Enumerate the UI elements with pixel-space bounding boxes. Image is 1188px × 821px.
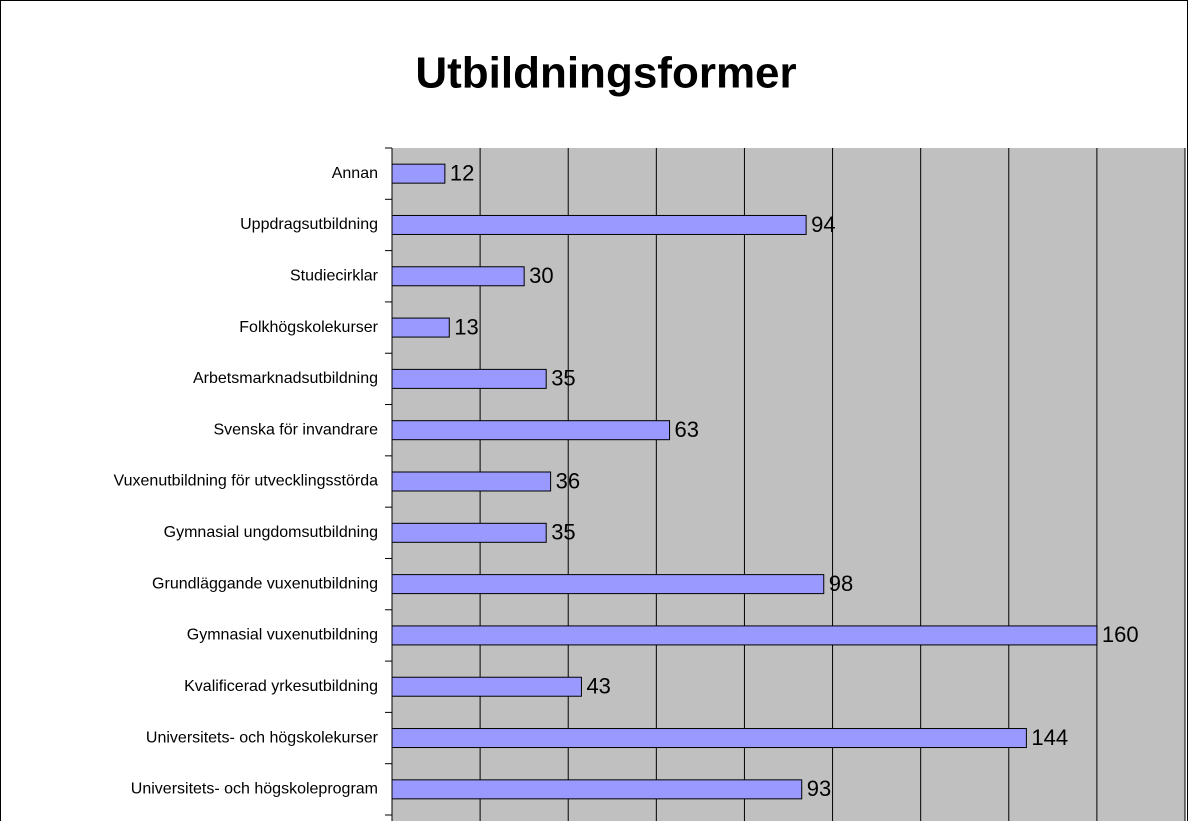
bar (391, 728, 1027, 749)
data-label: 160 (1102, 622, 1139, 647)
bar (391, 779, 803, 800)
y-tick-label: Uppdragsutbildning (240, 216, 378, 233)
data-label: 36 (556, 468, 580, 493)
bar (391, 317, 450, 338)
data-label: 98 (829, 571, 853, 596)
y-tick-label: Studiecirklar (290, 267, 379, 284)
y-tick-label: Grundläggande vuxenutbildning (152, 575, 378, 592)
bar (391, 266, 525, 287)
data-label: 35 (551, 366, 575, 391)
y-tick-label: Svenska för invandrare (213, 421, 378, 438)
y-tick-label: Arbetsmarknadsutbildning (193, 370, 378, 387)
bar (391, 574, 825, 595)
y-tick-label: Gymnasial ungdomsutbildning (164, 524, 378, 541)
y-tick-label: Gymnasial vuxenutbildning (187, 627, 378, 644)
data-label: 30 (529, 263, 553, 288)
bar (391, 625, 1098, 646)
data-label: 94 (811, 212, 835, 237)
bar (391, 522, 547, 543)
bar (391, 214, 807, 235)
bar (391, 676, 582, 697)
bar (391, 368, 547, 389)
data-label: 12 (450, 160, 474, 185)
y-tick-label: Annan (332, 165, 378, 182)
data-label: 43 (586, 674, 610, 699)
y-tick-label: Kvalificerad yrkesutbildning (184, 678, 378, 695)
data-label: 63 (675, 417, 699, 442)
y-tick-label: Vuxenutbildning för utvecklingsstörda (114, 473, 379, 490)
data-label: 13 (454, 314, 478, 339)
bar (391, 163, 446, 184)
bar (391, 420, 671, 441)
chart-title: Utbildningsformer (415, 49, 796, 98)
y-tick-label: Universitets- och högskoleprogram (131, 781, 378, 798)
data-label: 35 (551, 520, 575, 545)
y-tick-label: Universitets- och högskolekurser (146, 729, 379, 746)
y-tick-label: Folkhögskolekurser (239, 319, 378, 336)
bar (391, 471, 552, 492)
data-label: 144 (1031, 725, 1068, 750)
data-label: 93 (807, 776, 831, 801)
